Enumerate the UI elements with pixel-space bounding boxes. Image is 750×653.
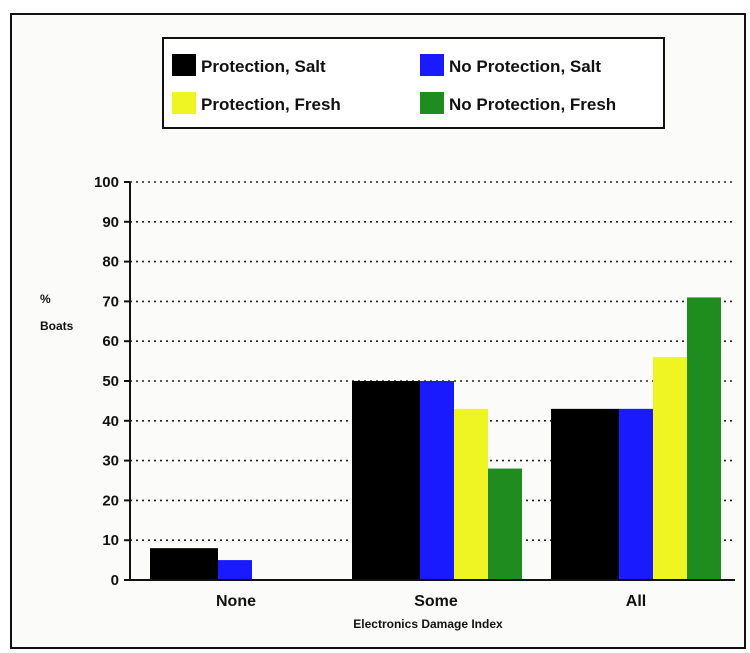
y-tick-label: 30: [102, 453, 119, 470]
y-tick-label: 10: [102, 532, 119, 549]
x-category-label-none: None: [216, 593, 256, 610]
bar-all-no-protection-salt: [619, 408, 653, 580]
bar-none-no-protection-salt: [218, 560, 252, 580]
legend-label: Protection, Fresh: [201, 95, 341, 114]
legend-label: No Protection, Salt: [449, 57, 601, 76]
x-category-label-some: Some: [414, 593, 458, 610]
legend-label: No Protection, Fresh: [449, 95, 616, 114]
y-tick-label: 90: [102, 214, 119, 231]
x-axis-label: Electronics Damage Index: [353, 617, 503, 631]
x-category-label-all: All: [626, 593, 646, 610]
y-tick-label: 70: [102, 293, 119, 310]
y-tick-label: 50: [102, 373, 119, 390]
legend-swatch: [420, 92, 444, 114]
legend-swatch: [172, 54, 196, 76]
y-axis-label-line-2: Boats: [40, 319, 74, 333]
bar-some-protection-fresh: [454, 408, 488, 580]
bar-some-protection-salt: [352, 381, 420, 580]
legend-swatch: [420, 54, 444, 76]
y-tick-label: 0: [111, 572, 119, 589]
y-tick-label: 40: [102, 413, 119, 430]
x-category-labels: None Some All: [216, 593, 646, 610]
legend-label: Protection, Salt: [201, 57, 326, 76]
y-ticks: 0 10 20 30 40 50 60 70 80 90 100: [94, 174, 130, 589]
y-tick-label: 100: [94, 174, 119, 191]
legend-swatch: [172, 92, 196, 114]
y-tick-label: 60: [102, 333, 119, 350]
legend: Protection, Salt No Protection, Salt Prote…: [172, 54, 616, 114]
bar-some-no-protection-fresh: [488, 468, 522, 580]
bars: [150, 297, 721, 580]
legend-box: [162, 37, 665, 129]
y-tick-label: 80: [102, 254, 119, 271]
bar-some-no-protection-salt: [420, 381, 454, 580]
bar-all-no-protection-fresh: [687, 297, 721, 580]
y-axis-label-line-1: %: [40, 292, 51, 306]
y-tick-label: 20: [102, 492, 119, 509]
bar-all-protection-fresh: [653, 357, 687, 580]
bar-all-protection-salt: [551, 408, 619, 580]
bar-none-protection-salt: [150, 548, 218, 580]
